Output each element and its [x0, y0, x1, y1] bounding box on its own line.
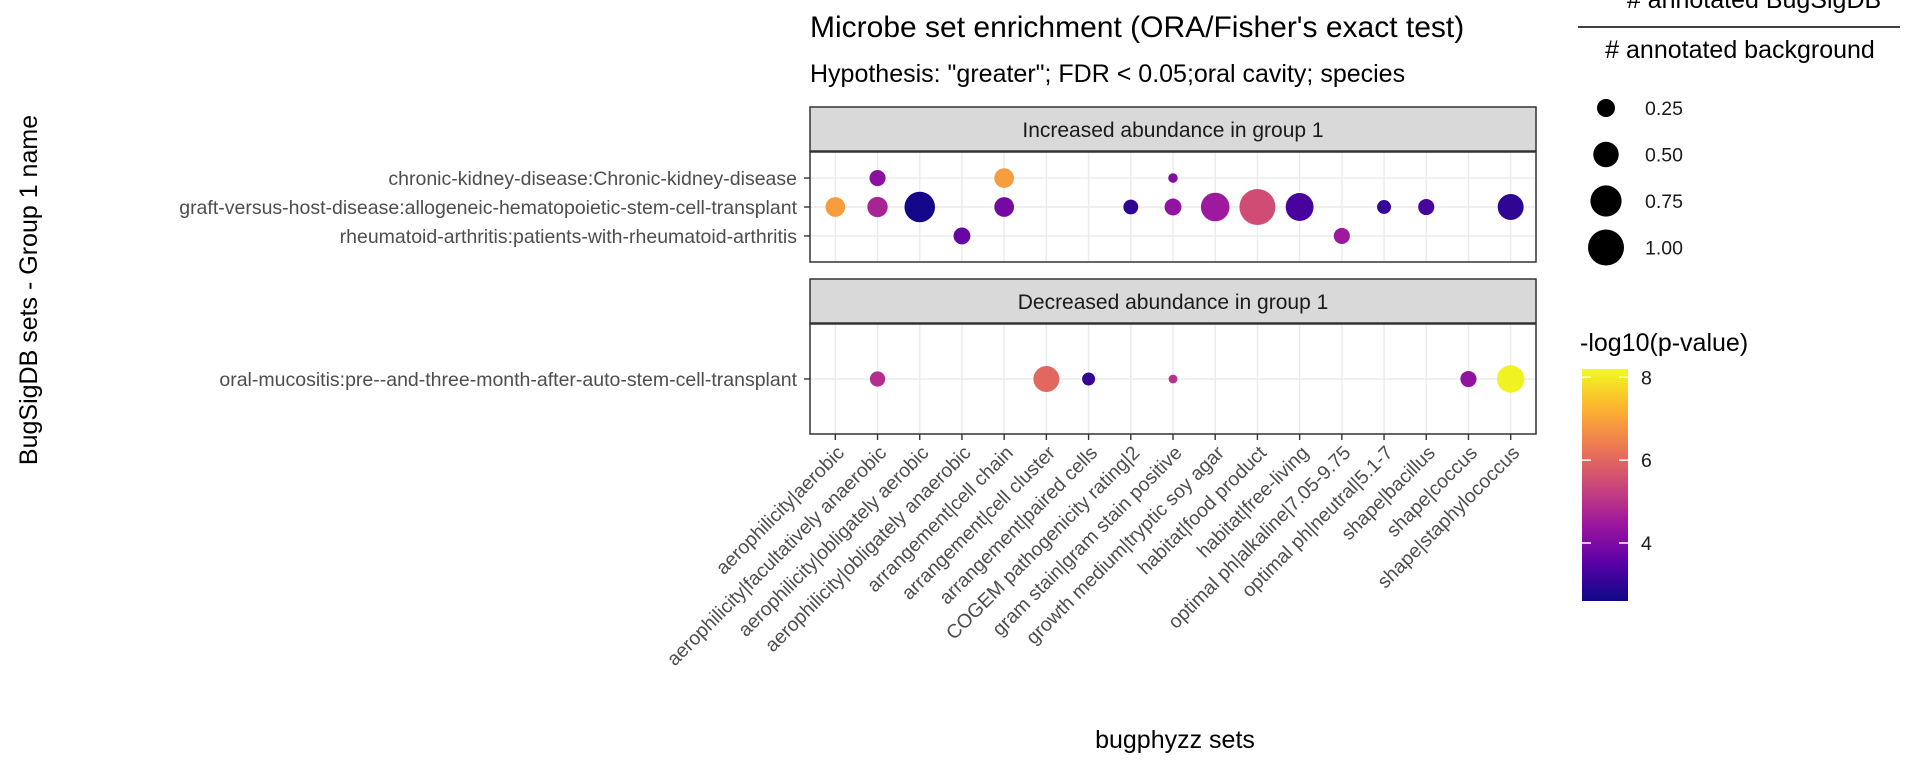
- colorbar: [1582, 369, 1628, 601]
- data-point: [994, 168, 1015, 188]
- data-point: [1497, 194, 1524, 220]
- data-point: [869, 170, 886, 187]
- x-axis-title: bugphyzz sets: [1095, 726, 1255, 754]
- data-point: [1200, 192, 1230, 222]
- size-legend-key: [1590, 185, 1622, 217]
- data-point: [867, 196, 888, 218]
- color-legend: -log10(p-value) 4 6 8: [1580, 329, 1748, 601]
- data-point: [1377, 200, 1392, 214]
- color-legend-title: -log10(p-value): [1580, 329, 1748, 357]
- y-tick-label: oral-mucositis:pre--and-three-month-afte…: [219, 369, 797, 391]
- y-axis-title: BugSigDB sets - Group 1 name: [15, 115, 43, 465]
- colorbar-label: 8: [1641, 367, 1652, 389]
- data-point: [1033, 366, 1060, 392]
- data-point: [869, 371, 886, 387]
- strip-decreased-bg: [809, 278, 1537, 324]
- size-legend-label: 0.25: [1645, 98, 1683, 120]
- strip-increased-label: Increased abundance in group 1: [1022, 119, 1323, 142]
- y-tick-label: chronic-kidney-disease:Chronic-kidney-di…: [388, 168, 797, 190]
- size-legend-key: [1588, 229, 1624, 266]
- chart-subtitle: Hypothesis: "greater"; FDR < 0.05;oral c…: [810, 60, 1405, 88]
- data-point: [1082, 372, 1096, 386]
- data-point: [1418, 198, 1435, 216]
- y-tick-label: graft-versus-host-disease:allogeneic-hem…: [179, 197, 797, 219]
- data-point: [1460, 370, 1477, 388]
- data-point: [1168, 374, 1178, 384]
- strip-decreased-label: Decreased abundance in group 1: [1018, 291, 1329, 314]
- data-point: [1239, 189, 1276, 225]
- strip-increased-bg: [809, 106, 1537, 152]
- data-point: [904, 191, 936, 223]
- data-point: [994, 197, 1015, 217]
- data-points: [825, 168, 1525, 393]
- size-legend-key: [1593, 141, 1619, 168]
- size-legend-title-denominator: # annotated background: [1605, 36, 1875, 64]
- size-legend-label: 1.00: [1645, 238, 1683, 260]
- data-point: [1168, 173, 1178, 183]
- size-legend-label: 0.75: [1645, 191, 1683, 213]
- data-point: [1285, 193, 1314, 221]
- size-legend-label: 0.50: [1645, 145, 1683, 167]
- chart-title: Microbe set enrichment (ORA/Fisher's exa…: [810, 11, 1464, 44]
- data-point: [1333, 227, 1350, 244]
- size-legend-title-numerator: # annotated BugSigDB: [1627, 0, 1881, 14]
- size-legend-key: [1597, 99, 1615, 117]
- data-point: [1164, 198, 1182, 216]
- colorbar-label: 6: [1641, 450, 1652, 472]
- data-point: [825, 197, 846, 217]
- data-point: [953, 227, 971, 245]
- colorbar-label: 4: [1641, 533, 1652, 555]
- size-legend: # annotated BugSigDB # annotated backgro…: [1578, 0, 1900, 266]
- data-point: [1123, 199, 1139, 215]
- y-tick-label: rheumatoid-arthritis:patients-with-rheum…: [340, 226, 798, 248]
- data-point: [1496, 365, 1525, 393]
